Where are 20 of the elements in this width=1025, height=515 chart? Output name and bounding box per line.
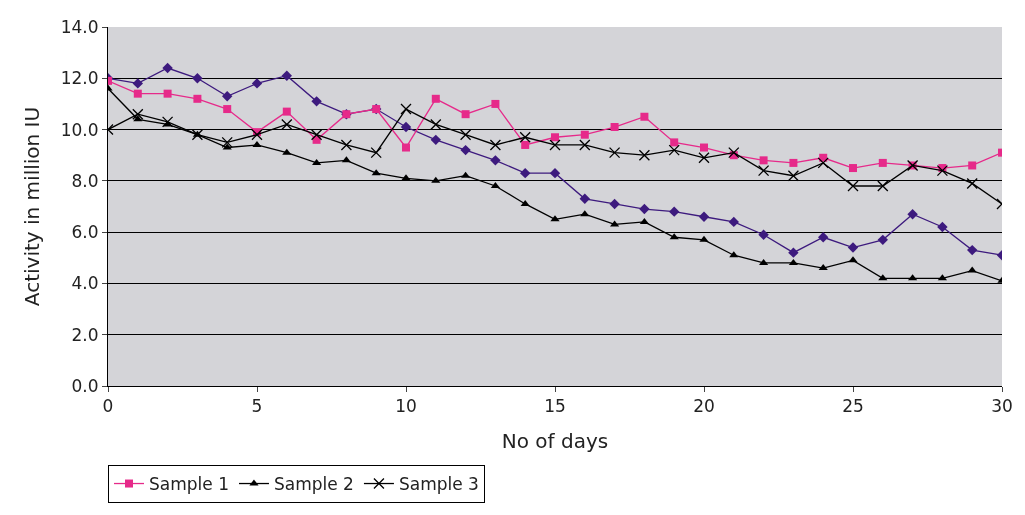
x-tick-label: 25 bbox=[842, 396, 864, 417]
x-tick-label: 10 bbox=[395, 396, 417, 417]
y-tick-label: 4.0 bbox=[71, 273, 99, 294]
legend-label: Sample 3 bbox=[398, 474, 479, 495]
legend-label: Sample 2 bbox=[273, 474, 354, 495]
y-axis-title: Activity in million IU bbox=[20, 106, 45, 307]
x-tick-label: 5 bbox=[251, 396, 263, 417]
x-tick-label: 15 bbox=[544, 396, 566, 417]
y-tick-label: 6.0 bbox=[71, 222, 99, 243]
x-tick-label: 0 bbox=[102, 396, 114, 417]
y-tick-label: 0.0 bbox=[71, 375, 99, 396]
legend-label: Sample 1 bbox=[149, 474, 229, 495]
y-tick-label: 8.0 bbox=[71, 170, 99, 191]
y-tick-label: 12.0 bbox=[60, 68, 99, 89]
y-tick-label: 2.0 bbox=[71, 324, 99, 345]
y-tick-label: 14.0 bbox=[60, 16, 99, 37]
x-axis-title: No of days bbox=[501, 428, 609, 453]
y-tick-label: 10.0 bbox=[60, 119, 99, 140]
x-tick-label: 20 bbox=[693, 396, 715, 417]
x-tick-label: 30 bbox=[991, 396, 1013, 417]
